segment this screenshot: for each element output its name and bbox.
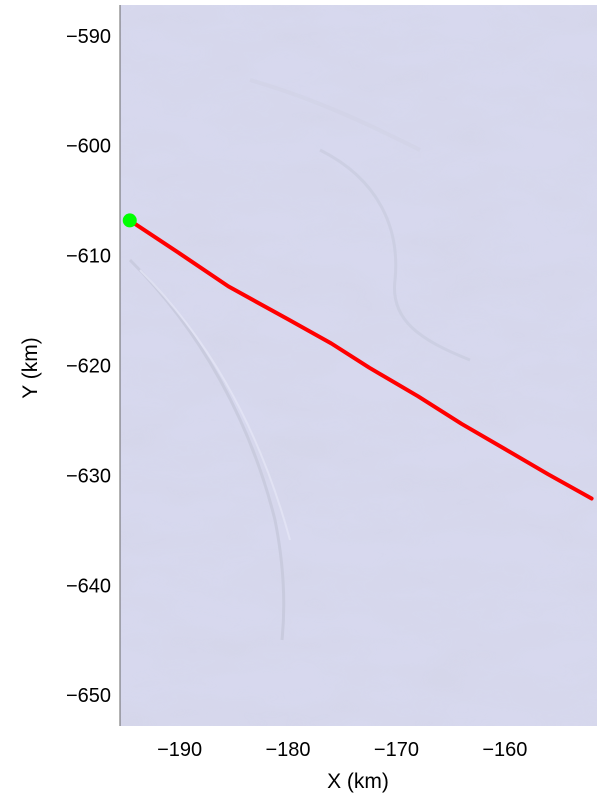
plot-area	[120, 5, 597, 726]
y-tick-label: −650	[66, 685, 111, 707]
x-tick-label: −190	[157, 739, 202, 761]
y-tick-label: −610	[66, 246, 111, 268]
surface-streak	[128, 258, 286, 641]
x-tick-label: −160	[482, 739, 527, 761]
y-tick-label: −640	[66, 575, 111, 597]
track-line	[127, 218, 594, 501]
image-texture	[120, 5, 597, 726]
surface-streak	[139, 269, 291, 541]
series-layer	[122, 213, 594, 501]
start-point-marker	[122, 213, 137, 228]
x-tick-label: −180	[266, 739, 311, 761]
y-tick-label: −590	[66, 26, 111, 48]
x-axis-title: X (km)	[327, 770, 389, 793]
x-tick-label: −170	[374, 739, 419, 761]
x-tick-labels: −190 −180 −170 −160	[157, 739, 527, 761]
y-tick-labels: −590 −600 −610 −620 −630 −640 −650	[66, 26, 111, 707]
surface-streak	[249, 78, 421, 152]
y-axis-title: Y (km)	[19, 337, 42, 398]
y-tick-label: −620	[66, 356, 111, 378]
y-tick-label: −630	[66, 465, 111, 487]
surface-streak	[319, 148, 471, 362]
y-tick-label: −600	[66, 136, 111, 158]
